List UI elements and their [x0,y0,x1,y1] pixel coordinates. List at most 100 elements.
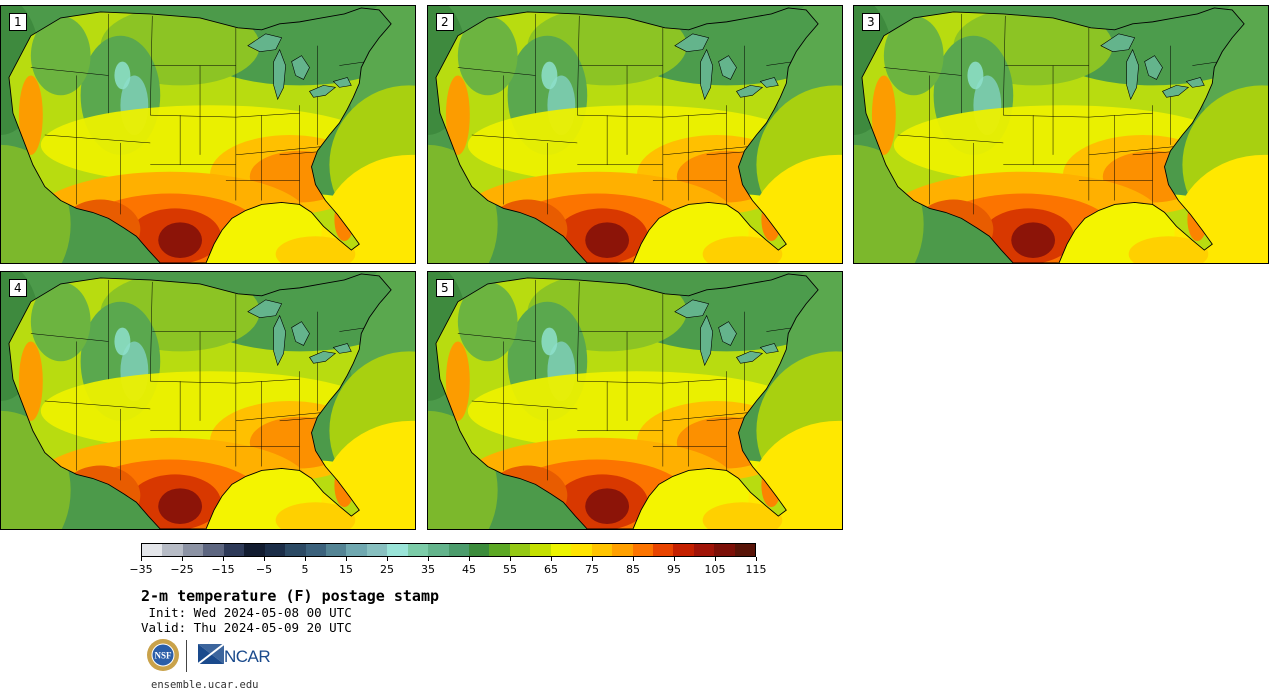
state-border [1088,112,1153,118]
svg-text:NSF: NSF [154,651,172,661]
great-lake [247,33,283,52]
colorbar-swatch-24 [632,544,653,556]
colorbar-tick [346,557,347,561]
temperature-contour [158,488,203,525]
state-border [30,333,109,342]
colorbar-tick-label: −25 [170,563,194,576]
temperature-map [1,272,415,529]
great-lake [309,85,337,98]
temperature-contour [457,15,518,96]
state-border [150,15,153,116]
state-border [235,378,300,384]
panel-number: 5 [436,279,454,297]
temperature-contour [30,281,91,362]
great-lake [718,55,737,80]
colorbar-ticks: −35 −25 −15 −5 5 15 25 35 45 55 65 75 85 95 105 115 [129,557,767,577]
colorbar-swatch-11 [366,544,388,556]
colorbar-tick [469,557,470,561]
colorbar-swatch-23 [612,544,633,556]
temperature-contour [445,75,470,155]
colorbar-swatch-28 [714,544,735,556]
colorbar-swatch-27 [693,544,715,556]
ncar-logo-text: NCAR [224,647,271,666]
colorbar-tick [305,557,306,561]
state-border [471,400,578,410]
state-border [30,67,109,76]
great-lake [332,77,352,88]
site-url: ensemble.ucar.edu [151,679,259,691]
valid-time: Valid: Thu 2024-05-09 20 UTC [141,620,352,635]
temperature-contour [967,61,984,90]
temperature-contour [114,61,131,90]
ncar-logo-mark [198,644,224,664]
panel-number: 2 [436,13,454,31]
colorbar-tick-label: 5 [301,563,309,576]
colorbar-tick [428,557,429,561]
temperature-contour [1128,236,1209,263]
colorbar-tick-label: 75 [585,563,599,576]
temperature-contour [883,15,944,96]
great-lake [736,85,764,98]
state-border [471,134,578,144]
colorbar-tick [715,557,716,561]
colorbar-swatch-26 [673,544,694,556]
temperature-contour [913,199,994,260]
great-lake [291,55,310,80]
temperature-contour [1011,222,1056,259]
temperature-contour [40,105,380,185]
state-border [766,61,795,66]
state-border [235,112,300,118]
country-border [8,273,392,529]
temperature-contour [541,61,558,90]
colorbar-swatch-9 [325,544,347,556]
state-borders [30,13,368,215]
temperature-contour [871,75,896,155]
temperature-contour [18,341,43,421]
state-border [150,114,236,118]
colorbar-tick [756,557,757,561]
state-border [44,400,151,410]
temperature-contour [457,281,518,362]
great-lake [247,299,283,318]
country-border [8,7,392,263]
temperature-contour [541,327,558,356]
colorbar-swatch-10 [346,544,367,556]
panel-number: 1 [9,13,27,31]
colorbar-swatch-16 [469,544,490,556]
state-border [577,281,580,382]
colorbar-tick-label: 85 [626,563,640,576]
state-border [457,333,536,342]
state-borders [883,13,1221,215]
great-lake [273,48,286,101]
state-border [1003,114,1089,118]
logo-divider [186,640,187,672]
state-border [150,281,153,382]
postage-stamp-panel-2: 2 [427,5,843,264]
temperature-contour [467,105,807,185]
colorbar-tick [674,557,675,561]
temperature-contour [60,199,141,260]
colorbar-tick-label: 35 [421,563,435,576]
temperature-contour [487,465,568,526]
temperature-contour [702,502,783,529]
colorbar-tick-label: 45 [462,563,476,576]
temperature-contour [40,371,380,451]
state-border [1192,61,1221,66]
colorbar-swatch-2 [182,544,204,556]
colorbar-tick-label: −5 [255,563,273,576]
panel-number: 3 [862,13,880,31]
temperature-contour [158,222,203,259]
colorbar-swatch-29 [734,544,756,556]
postage-stamp-panel-3: 3 [853,5,1269,264]
temperature-contour [30,15,91,96]
colorbar-swatch-1 [162,544,183,556]
country-border [861,7,1245,263]
figure-title: 2-m temperature (F) postage stamp [141,587,440,605]
panel-number: 4 [9,279,27,297]
colorbar-swatch-14 [428,544,449,556]
country-border [435,273,819,529]
great-lake [674,299,710,318]
colorbar-tick [633,557,634,561]
temperature-contour [275,236,356,263]
state-border [339,61,368,66]
